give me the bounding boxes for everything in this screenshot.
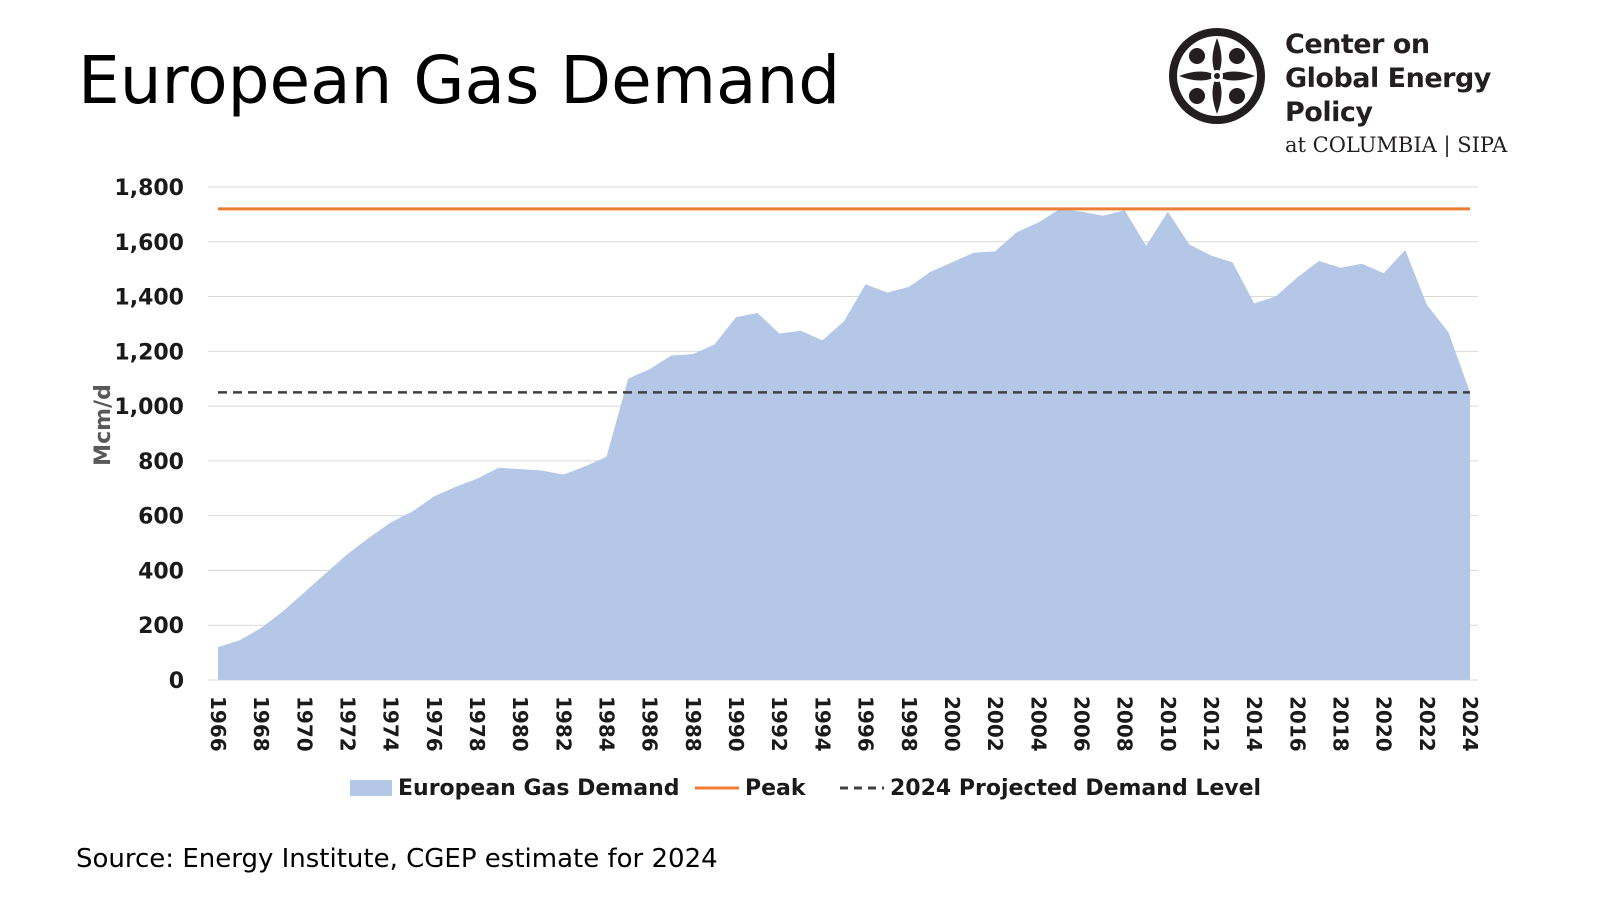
x-tick-label: 2012 bbox=[1199, 696, 1223, 752]
x-tick-label: 1984 bbox=[595, 696, 619, 752]
legend-swatch-projected bbox=[840, 786, 884, 790]
logo-line-1: Center on bbox=[1285, 29, 1430, 60]
x-tick-label: 1970 bbox=[292, 696, 316, 752]
x-tick-label: 2004 bbox=[1026, 696, 1050, 752]
page-title: European Gas Demand bbox=[78, 42, 841, 119]
x-tick-label: 1998 bbox=[897, 696, 921, 752]
x-tick-label: 2000 bbox=[940, 696, 964, 752]
legend-label-peak: Peak bbox=[745, 775, 806, 801]
gas-demand-chart: 0 200 400 600 800 1,000 1,200 1,400 1,600 1,800 1… bbox=[0, 160, 1600, 800]
legend-label-area: European Gas Demand bbox=[398, 775, 680, 801]
y-axis-ticks: 0 200 400 600 800 1,000 1,200 1,400 1,600 1,800 bbox=[114, 176, 184, 694]
x-tick-label: 2020 bbox=[1372, 696, 1396, 752]
y-tick-label: 200 bbox=[138, 614, 184, 639]
x-tick-label: 1982 bbox=[551, 696, 575, 752]
series-area-european-gas-demand bbox=[218, 208, 1470, 680]
chart-legend: European Gas Demand Peak 2024 Projected … bbox=[0, 770, 1600, 806]
area-layer bbox=[218, 208, 1470, 680]
x-tick-label: 2018 bbox=[1328, 696, 1352, 752]
cgep-logo: Center on Global Energy Policy at COLUMB… bbox=[1167, 26, 1567, 157]
legend-item-peak: Peak bbox=[695, 770, 806, 806]
x-tick-label: 1980 bbox=[508, 696, 532, 752]
y-tick-label: 1,200 bbox=[114, 340, 184, 365]
legend-item-projected: 2024 Projected Demand Level bbox=[840, 770, 1261, 806]
x-tick-label: 2024 bbox=[1458, 696, 1482, 752]
y-tick-label: 800 bbox=[138, 450, 184, 475]
x-tick-label: 1972 bbox=[336, 696, 360, 752]
x-tick-label: 1994 bbox=[810, 696, 834, 752]
x-tick-label: 1986 bbox=[638, 696, 662, 752]
y-tick-label: 1,600 bbox=[114, 231, 184, 256]
legend-swatch-area bbox=[350, 780, 392, 796]
y-tick-label: 0 bbox=[169, 669, 184, 694]
x-tick-label: 1976 bbox=[422, 696, 446, 752]
y-tick-label: 400 bbox=[138, 559, 184, 584]
x-axis-ticks: 1966 1968 1970 1972 1974 1976 1978 1980 1982 1984… bbox=[206, 696, 1482, 752]
x-tick-label: 2014 bbox=[1242, 696, 1266, 752]
legend-item-area: European Gas Demand bbox=[350, 770, 680, 806]
x-tick-label: 1988 bbox=[681, 696, 705, 752]
reference-lines-layer bbox=[218, 207, 1470, 394]
y-tick-label: 1,000 bbox=[114, 395, 184, 420]
legend-swatch-peak bbox=[695, 786, 739, 790]
legend-label-projected: 2024 Projected Demand Level bbox=[890, 775, 1262, 801]
x-tick-label: 2010 bbox=[1156, 696, 1180, 752]
y-tick-label: 1,800 bbox=[114, 176, 184, 201]
x-tick-label: 2002 bbox=[983, 696, 1007, 752]
x-tick-label: 1992 bbox=[767, 696, 791, 752]
chart-svg: 0 200 400 600 800 1,000 1,200 1,400 1,600 1,800 1… bbox=[91, 176, 1482, 752]
x-tick-label: 2008 bbox=[1113, 696, 1137, 752]
x-tick-label: 1966 bbox=[206, 696, 230, 752]
logo-line-3: at COLUMBIA | SIPA bbox=[1285, 133, 1508, 157]
x-tick-label: 1996 bbox=[854, 696, 878, 752]
x-tick-label: 2006 bbox=[1069, 696, 1093, 752]
cgep-emblem-icon bbox=[1169, 28, 1265, 124]
x-tick-label: 1978 bbox=[465, 696, 489, 752]
source-note: Source: Energy Institute, CGEP estimate … bbox=[76, 844, 718, 874]
y-tick-label: 1,400 bbox=[114, 286, 184, 311]
x-tick-label: 1974 bbox=[379, 696, 403, 752]
x-tick-label: 2016 bbox=[1285, 696, 1309, 752]
x-tick-label: 1990 bbox=[724, 696, 748, 752]
y-axis-label: Mcm/d bbox=[91, 384, 116, 466]
x-tick-label: 2022 bbox=[1415, 696, 1439, 752]
logo-line-2: Global Energy Policy bbox=[1285, 63, 1491, 128]
x-tick-label: 1968 bbox=[249, 696, 273, 752]
y-tick-label: 600 bbox=[138, 505, 184, 530]
